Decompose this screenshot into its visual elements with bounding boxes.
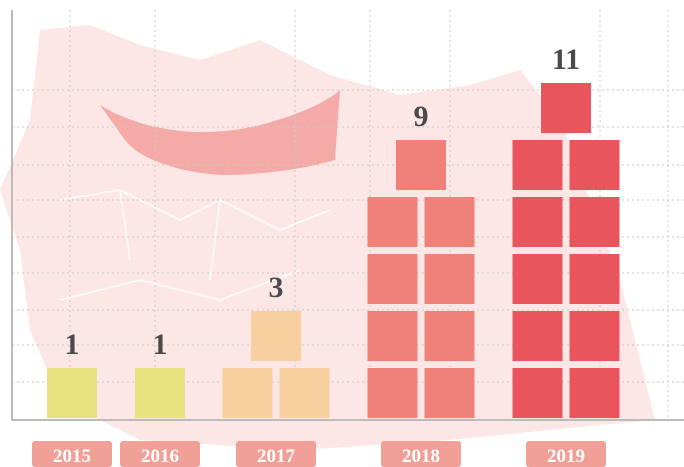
- category-tag: [120, 441, 200, 467]
- unit-square: [367, 368, 418, 418]
- unit-square: [512, 140, 563, 190]
- unit-square: [396, 140, 446, 190]
- unit-square: [251, 311, 301, 361]
- unit-square: [512, 254, 563, 304]
- unit-square: [367, 311, 418, 361]
- unit-square: [512, 368, 563, 418]
- unit-square: [512, 197, 563, 247]
- category-tag: [526, 441, 606, 467]
- unit-square: [424, 368, 475, 418]
- category-label: 2016: [141, 446, 179, 467]
- category-label: 2018: [402, 446, 440, 467]
- unit-square: [279, 368, 330, 418]
- value-label: 9: [414, 100, 429, 133]
- value-label: 1: [153, 328, 168, 361]
- unit-square: [424, 311, 475, 361]
- unit-square: [569, 197, 620, 247]
- category-tag: [236, 441, 316, 467]
- value-label: 3: [269, 271, 284, 304]
- unit-square: [222, 368, 273, 418]
- unit-square: [569, 368, 620, 418]
- value-label: 1: [65, 328, 80, 361]
- category-label: 2017: [257, 446, 296, 467]
- category-label: 2019: [547, 446, 585, 467]
- value-label: 11: [552, 43, 580, 76]
- category-tag: [32, 441, 112, 467]
- unit-square: [135, 368, 185, 418]
- unit-square: [367, 197, 418, 247]
- unit-square: [569, 311, 620, 361]
- unit-square: [569, 140, 620, 190]
- unit-square: [367, 254, 418, 304]
- unit-square: [424, 197, 475, 247]
- unit-square: [569, 254, 620, 304]
- unit-square: [512, 311, 563, 361]
- category-tag: [381, 441, 461, 467]
- unit-square: [424, 254, 475, 304]
- unit-square: [47, 368, 97, 418]
- unit-square: [541, 83, 591, 133]
- category-label: 2015: [53, 446, 91, 467]
